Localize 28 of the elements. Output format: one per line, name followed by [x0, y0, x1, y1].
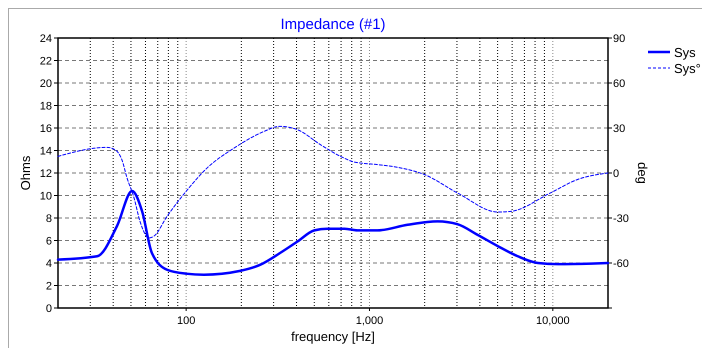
- chart-title: Impedance (#1): [280, 16, 386, 33]
- y-tick-label: 24: [40, 33, 52, 45]
- y2-tick-label: -30: [613, 213, 629, 225]
- y-tick-label: 2: [46, 280, 52, 292]
- y-tick-label: 20: [40, 78, 52, 90]
- y2-tick-label: -60: [613, 258, 629, 270]
- y-tick-label: 16: [40, 123, 52, 135]
- y-tick-label: 6: [46, 236, 52, 248]
- y-tick-label: 10: [40, 190, 52, 202]
- legend-label: Sys: [674, 45, 696, 60]
- y-axis-title: Ohms: [18, 155, 33, 190]
- y2-axis-title: deg: [635, 162, 650, 184]
- y2-tick-label: 0: [613, 168, 620, 180]
- legend-label: Sys°: [674, 61, 701, 76]
- y-tick-label: 0: [46, 303, 52, 315]
- y-tick-label: 4: [46, 258, 52, 270]
- x-axis-title: frequency [Hz]: [291, 329, 375, 344]
- x-tick-label: 1,000: [356, 315, 384, 327]
- y-tick-label: 8: [46, 213, 52, 225]
- x-tick-label: 10,000: [536, 315, 570, 327]
- y-tick-label: 14: [40, 146, 52, 158]
- x-tick-label: 100: [176, 315, 196, 327]
- y-tick-label: 18: [40, 100, 52, 112]
- y2-tick-label: 60: [613, 78, 626, 90]
- y2-tick-label: 90: [613, 33, 626, 45]
- y-tick-label: 22: [40, 56, 52, 68]
- y2-tick-label: 30: [613, 123, 626, 135]
- y-tick-label: 12: [40, 168, 52, 180]
